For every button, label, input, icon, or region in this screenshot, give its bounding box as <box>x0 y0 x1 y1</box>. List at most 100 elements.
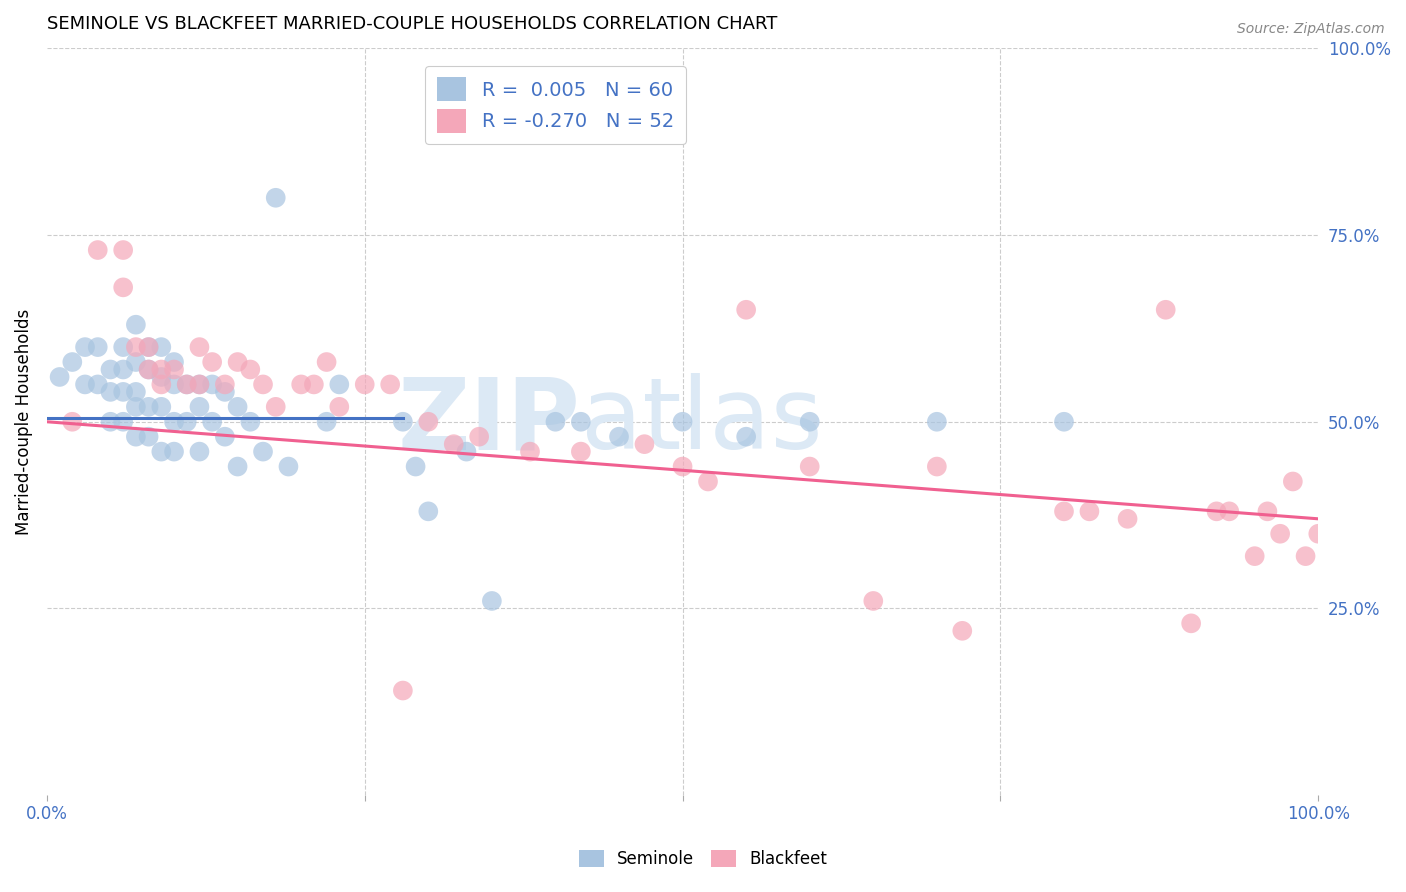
Point <box>214 377 236 392</box>
Point <box>87 340 110 354</box>
Point <box>188 444 211 458</box>
Point <box>125 384 148 399</box>
Point <box>100 384 122 399</box>
Point <box>569 444 592 458</box>
Point <box>188 400 211 414</box>
Point <box>100 362 122 376</box>
Point <box>112 362 135 376</box>
Point <box>264 191 287 205</box>
Point <box>214 430 236 444</box>
Point <box>328 377 350 392</box>
Point <box>150 377 173 392</box>
Point <box>163 415 186 429</box>
Point <box>176 415 198 429</box>
Point <box>418 415 440 429</box>
Point <box>201 415 224 429</box>
Point <box>87 243 110 257</box>
Text: atlas: atlas <box>581 373 823 470</box>
Point <box>315 355 337 369</box>
Point <box>544 415 567 429</box>
Point <box>328 400 350 414</box>
Point <box>697 475 720 489</box>
Point <box>48 370 70 384</box>
Point <box>925 459 948 474</box>
Point <box>176 377 198 392</box>
Point <box>239 415 262 429</box>
Text: Source: ZipAtlas.com: Source: ZipAtlas.com <box>1237 22 1385 37</box>
Point <box>239 362 262 376</box>
Point <box>125 318 148 332</box>
Point <box>73 340 96 354</box>
Point <box>1243 549 1265 563</box>
Y-axis label: Married-couple Households: Married-couple Households <box>15 309 32 535</box>
Point <box>1154 302 1177 317</box>
Point <box>138 362 160 376</box>
Point <box>392 415 415 429</box>
Point <box>87 377 110 392</box>
Point <box>862 594 884 608</box>
Point <box>633 437 655 451</box>
Point <box>138 430 160 444</box>
Point <box>163 362 186 376</box>
Point <box>1218 504 1240 518</box>
Point <box>112 384 135 399</box>
Point <box>378 377 401 392</box>
Point <box>150 444 173 458</box>
Point <box>138 362 160 376</box>
Point <box>1078 504 1101 518</box>
Point <box>100 415 122 429</box>
Point <box>1295 549 1317 563</box>
Point <box>925 415 948 429</box>
Point <box>302 377 325 392</box>
Text: SEMINOLE VS BLACKFEET MARRIED-COUPLE HOUSEHOLDS CORRELATION CHART: SEMINOLE VS BLACKFEET MARRIED-COUPLE HOU… <box>46 15 778 33</box>
Point <box>519 444 541 458</box>
Point <box>176 377 198 392</box>
Point <box>214 384 236 399</box>
Point <box>163 355 186 369</box>
Point <box>112 415 135 429</box>
Point <box>125 340 148 354</box>
Point <box>226 355 249 369</box>
Point <box>125 355 148 369</box>
Point <box>950 624 973 638</box>
Point <box>671 459 693 474</box>
Point <box>1053 504 1076 518</box>
Point <box>799 459 821 474</box>
Point <box>405 459 427 474</box>
Point <box>735 302 758 317</box>
Point <box>201 355 224 369</box>
Point <box>607 430 630 444</box>
Point <box>392 683 415 698</box>
Text: ZIP: ZIP <box>398 373 581 470</box>
Point <box>671 415 693 429</box>
Point <box>315 415 337 429</box>
Point <box>163 444 186 458</box>
Point <box>481 594 503 608</box>
Point <box>1282 475 1305 489</box>
Point <box>73 377 96 392</box>
Point <box>163 377 186 392</box>
Point <box>112 280 135 294</box>
Point <box>112 243 135 257</box>
Point <box>569 415 592 429</box>
Point <box>150 362 173 376</box>
Point <box>138 340 160 354</box>
Point <box>1308 526 1330 541</box>
Point <box>138 340 160 354</box>
Point <box>468 430 491 444</box>
Point <box>60 415 83 429</box>
Point <box>188 340 211 354</box>
Point <box>188 377 211 392</box>
Point <box>1180 616 1202 631</box>
Point <box>1256 504 1278 518</box>
Point <box>252 377 274 392</box>
Point <box>150 400 173 414</box>
Point <box>264 400 287 414</box>
Point <box>112 340 135 354</box>
Point <box>188 377 211 392</box>
Point <box>226 400 249 414</box>
Point <box>799 415 821 429</box>
Point <box>226 459 249 474</box>
Legend: Seminole, Blackfeet: Seminole, Blackfeet <box>572 843 834 875</box>
Point <box>125 430 148 444</box>
